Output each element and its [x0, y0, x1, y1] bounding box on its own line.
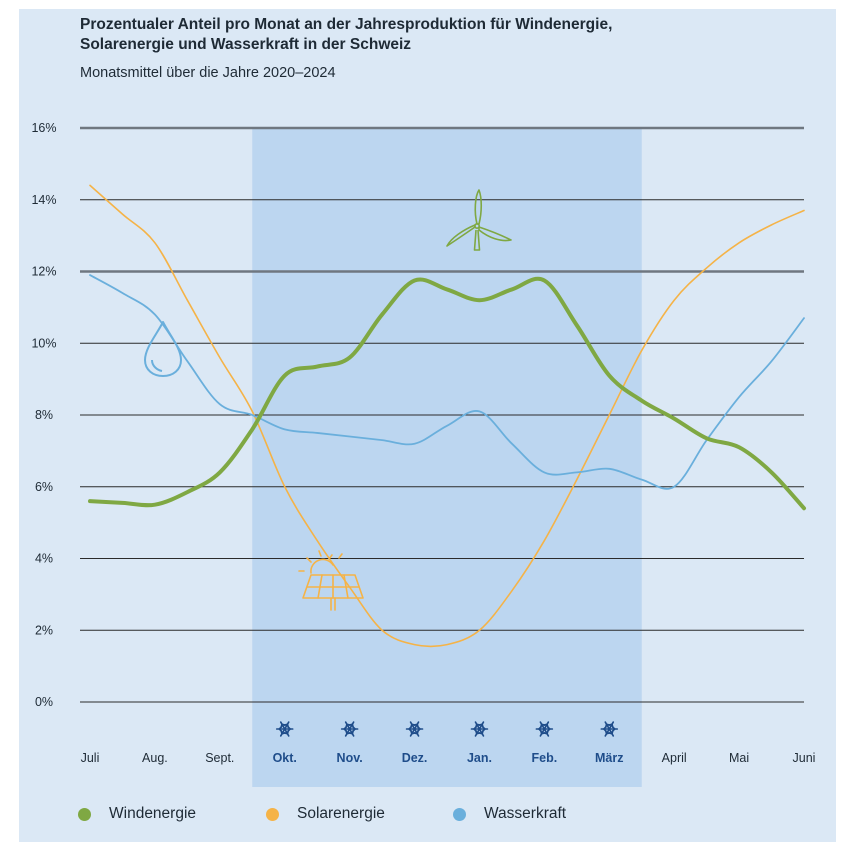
x-tick-label: Mai [729, 751, 749, 765]
x-tick-label: Okt. [273, 751, 297, 765]
legend-item-solar: Solarenergie [266, 805, 385, 823]
y-tick-label: 14% [31, 193, 56, 207]
chart-title: Prozentualer Anteil pro Monat an der Jah… [80, 15, 612, 55]
snowflake-icon [405, 721, 424, 737]
series-line-hydro [89, 274, 805, 490]
legend-item-wind: Windenergie [78, 805, 196, 823]
x-tick-label: Juni [793, 751, 816, 765]
y-tick-label: 10% [31, 336, 56, 350]
snowflake-icon [600, 721, 619, 737]
legend-label-hydro: Wasserkraft [484, 805, 567, 822]
y-tick-label: 4% [35, 552, 53, 566]
x-tick-label: Dez. [402, 751, 428, 765]
wind-turbine-icon [446, 189, 512, 251]
x-tick-label: Sept. [205, 751, 234, 765]
x-tick-label: Nov. [337, 751, 363, 765]
snowflake-icon [340, 721, 359, 737]
legend-dot-hydro [453, 807, 466, 821]
chart-subtitle: Monatsmittel über die Jahre 2020–2024 [80, 65, 336, 81]
legend-item-hydro: Wasserkraft [453, 805, 566, 823]
legend-label-wind: Windenergie [109, 805, 197, 822]
series-line-solar [89, 184, 805, 648]
y-axis-ticks: 0% 2% 4% 6% 8% 10% 12% 14% 16% [31, 121, 56, 709]
y-tick-label: 12% [31, 265, 56, 279]
y-tick-label: 2% [35, 623, 53, 637]
x-tick-label: April [662, 751, 687, 765]
y-tick-label: 16% [31, 121, 56, 135]
snowflake-icon [535, 721, 554, 737]
x-axis-ticks: Juli Aug. Sept. Okt. Nov. Dez. Jan. Feb. März Apr… [81, 751, 816, 765]
y-tick-label: 8% [35, 408, 53, 422]
y-tick-label: 0% [35, 695, 53, 709]
chart-title-line-2: Solarenergie und Wasserkraft in der Schw… [80, 36, 412, 53]
x-tick-label: Juli [81, 751, 100, 765]
snowflake-icon [275, 721, 294, 737]
x-tick-label: Jan. [467, 751, 492, 765]
legend-dot-solar [266, 807, 279, 821]
legend-dot-wind [78, 807, 91, 821]
x-tick-label: Aug. [142, 751, 168, 765]
series-line-wind [88, 276, 806, 511]
winter-band [252, 128, 642, 787]
chart-legend: Windenergie Solarenergie Wasserkraft [0, 805, 854, 827]
legend-label-solar: Solarenergie [297, 805, 385, 822]
chart-title-line-1: Prozentualer Anteil pro Monat an der Jah… [80, 16, 613, 33]
x-tick-label: Feb. [532, 751, 558, 765]
water-drop-icon [144, 321, 182, 377]
x-tick-label: März [595, 751, 623, 765]
snowflake-icon [470, 721, 489, 737]
y-tick-label: 6% [35, 480, 53, 494]
